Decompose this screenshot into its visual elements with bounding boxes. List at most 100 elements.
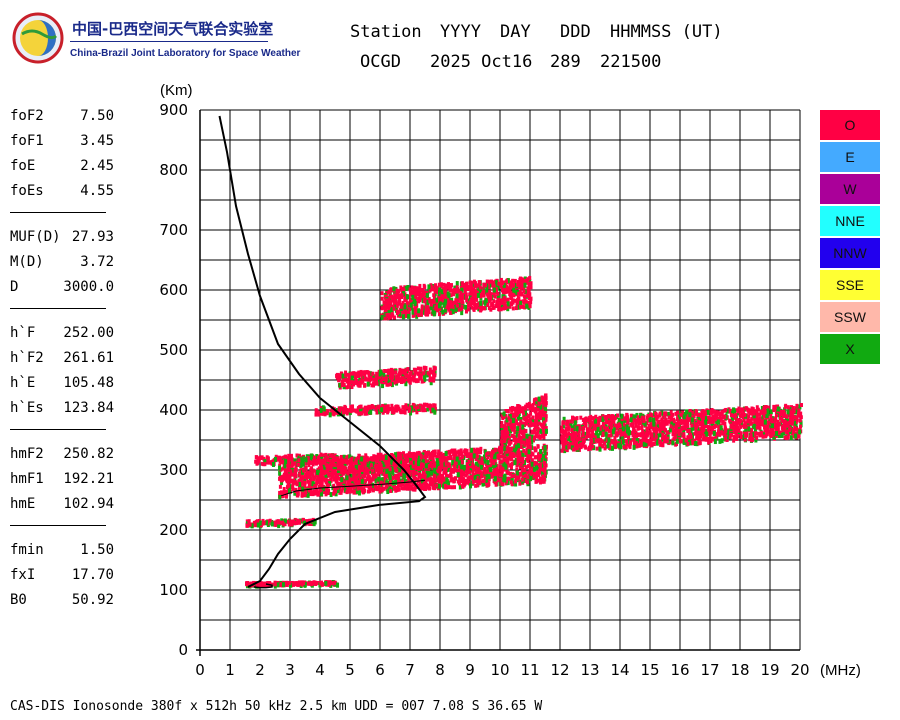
echo-point xyxy=(492,461,496,466)
echo-point xyxy=(278,470,282,476)
echo-point xyxy=(770,432,774,437)
echo-point xyxy=(274,582,278,587)
echo-point xyxy=(330,581,334,586)
echo-point xyxy=(337,464,341,469)
echo-point xyxy=(754,437,758,443)
echo-point xyxy=(620,413,624,419)
echo-point xyxy=(245,523,249,528)
echo-point xyxy=(340,457,344,462)
echo-point xyxy=(642,419,646,424)
echo-point xyxy=(460,464,464,470)
echo-point xyxy=(561,421,565,426)
echo-point xyxy=(474,465,478,470)
echo-point xyxy=(273,522,277,527)
echo-point xyxy=(348,489,352,494)
echo-point xyxy=(411,464,415,469)
param-separator xyxy=(10,429,106,430)
echo-point xyxy=(623,439,627,444)
echo-point xyxy=(296,462,300,467)
echo-point xyxy=(594,414,598,419)
echo-point xyxy=(375,460,379,465)
echo-point xyxy=(510,449,514,454)
echo-point xyxy=(329,492,333,498)
echo-point xyxy=(461,468,465,473)
echo-point xyxy=(619,432,623,437)
echo-point xyxy=(502,474,506,480)
echo-point xyxy=(357,459,361,465)
echo-point xyxy=(522,448,526,453)
echo-point xyxy=(333,453,337,458)
echo-point xyxy=(508,471,512,476)
echo-point xyxy=(321,582,325,587)
echo-point xyxy=(254,455,258,460)
echo-point xyxy=(627,439,631,445)
echo-point xyxy=(581,441,585,446)
echo-point xyxy=(704,424,708,429)
echo-point xyxy=(390,478,394,483)
echo-point xyxy=(706,437,710,442)
echo-point xyxy=(794,409,798,415)
echo-point xyxy=(391,455,395,460)
echo-point xyxy=(639,440,643,445)
echo-point xyxy=(632,427,636,432)
echo-point xyxy=(564,441,568,446)
echo-point xyxy=(382,462,386,468)
echo-point xyxy=(433,464,437,469)
echo-point xyxy=(632,444,636,450)
echo-point xyxy=(641,436,645,441)
echo-point xyxy=(466,462,470,467)
echo-point xyxy=(342,480,346,485)
echo-point xyxy=(588,419,592,424)
echo-point xyxy=(517,475,521,480)
echo-point xyxy=(526,464,530,469)
echo-point xyxy=(582,438,586,443)
echo-point xyxy=(763,428,767,433)
echo-point xyxy=(302,483,306,488)
echo-point xyxy=(318,454,322,459)
echo-point xyxy=(400,479,404,484)
echo-point xyxy=(732,407,736,413)
echo-point xyxy=(562,434,566,439)
echo-point xyxy=(522,463,526,468)
echo-point xyxy=(608,419,612,424)
header-label-year: YYYY xyxy=(440,22,481,42)
echo-point xyxy=(642,439,646,444)
echo-point xyxy=(715,420,719,426)
echo-point xyxy=(374,486,378,491)
echo-point xyxy=(793,415,797,420)
echo-point xyxy=(698,416,702,422)
echo-point xyxy=(411,456,415,461)
echo-point xyxy=(591,432,595,437)
echo-point xyxy=(287,519,291,525)
echo-point xyxy=(458,471,462,476)
echo-point xyxy=(674,425,678,430)
echo-point xyxy=(388,463,392,468)
echo-point xyxy=(729,413,733,418)
echo-point xyxy=(689,435,693,440)
echo-point xyxy=(594,438,598,443)
echo-point xyxy=(562,416,566,422)
echo-point xyxy=(477,481,481,486)
echo-point xyxy=(682,438,686,444)
param-value: 252.00 xyxy=(63,325,114,341)
echo-point xyxy=(493,476,497,482)
echo-point xyxy=(693,438,697,443)
echo-point xyxy=(672,436,676,441)
echo-point xyxy=(402,486,406,491)
echo-point xyxy=(694,409,698,414)
echo-point xyxy=(312,468,316,473)
echo-point xyxy=(387,455,391,460)
echo-point xyxy=(523,474,527,479)
echo-point xyxy=(706,425,710,430)
echo-point xyxy=(794,433,798,439)
echo-point xyxy=(705,415,709,421)
echo-point xyxy=(715,416,719,421)
echo-point xyxy=(591,416,595,421)
echo-point xyxy=(417,466,421,471)
echo-point xyxy=(268,581,272,586)
echo-point xyxy=(355,488,359,494)
echo-point xyxy=(724,429,728,434)
echo-point xyxy=(598,443,602,448)
echo-point xyxy=(391,475,395,480)
echo-point xyxy=(436,452,440,457)
